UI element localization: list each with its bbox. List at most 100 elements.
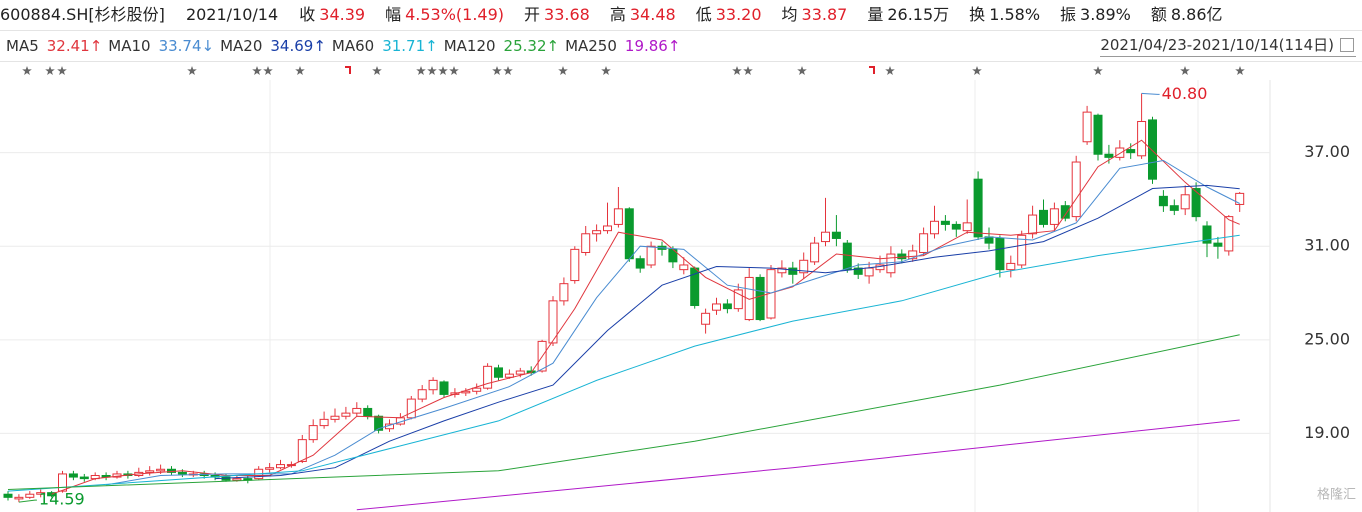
candle-body <box>1093 114 1103 155</box>
candle-body <box>494 367 503 378</box>
candle <box>374 414 384 434</box>
candle <box>417 385 427 403</box>
candle-body <box>1049 208 1059 225</box>
quote-label: 开 <box>524 5 541 24</box>
candle <box>101 472 111 481</box>
candle-body <box>799 259 809 274</box>
annotation-arrow <box>18 499 37 503</box>
candle <box>1126 143 1136 159</box>
candle <box>79 473 89 482</box>
candle <box>308 419 318 443</box>
candle <box>167 466 176 476</box>
ma-line <box>7 334 1240 490</box>
candle <box>831 215 841 247</box>
candle <box>842 240 852 273</box>
candle <box>788 261 798 284</box>
candle-body <box>973 178 983 238</box>
candle <box>581 225 591 256</box>
candle-body <box>308 425 318 441</box>
candle <box>1039 199 1048 228</box>
stock-code: 600884.SH[杉杉股份] <box>0 5 165 24</box>
candle <box>657 241 667 256</box>
candle <box>744 268 754 322</box>
candle-body <box>439 381 449 395</box>
candle-body <box>1158 195 1168 207</box>
candle-body <box>722 303 732 310</box>
quote-value: 3.89% <box>1080 5 1131 24</box>
candle <box>352 402 362 417</box>
quote-header: 600884.SH[杉杉股份] 2021/10/14 收 34.39 幅 4.53%(… <box>0 0 1362 29</box>
candle-body <box>570 248 580 282</box>
ma-line <box>106 159 1240 486</box>
candle <box>973 171 983 241</box>
candle <box>1082 105 1092 145</box>
candle-body <box>297 439 307 462</box>
candle-body <box>1191 188 1201 218</box>
candle-body <box>232 478 242 481</box>
candle-body <box>613 208 623 225</box>
candle <box>265 463 275 473</box>
candle <box>548 296 558 347</box>
candle <box>646 241 656 269</box>
candle-body <box>788 267 798 275</box>
candle <box>395 413 405 426</box>
quote-label: 高 <box>609 5 626 24</box>
candle <box>494 364 503 381</box>
y-tick-label: 19.00 <box>1304 423 1350 442</box>
candle <box>1169 199 1179 216</box>
candle <box>1213 236 1223 259</box>
ma-line <box>7 234 1240 492</box>
quote-value: 4.53%(1.49) <box>405 5 505 24</box>
candle-body <box>1180 194 1190 210</box>
candle <box>134 467 144 478</box>
candle <box>603 202 612 234</box>
candle-body <box>592 230 602 235</box>
candle <box>36 489 46 498</box>
candle-body <box>1202 225 1212 244</box>
candle <box>962 199 972 234</box>
candle-body <box>472 387 482 392</box>
candle-body <box>995 237 1005 271</box>
annotation-label: 14.59 <box>39 490 85 509</box>
candle <box>297 434 307 464</box>
legend-name: MA250 <box>565 37 617 55</box>
candle <box>908 244 918 262</box>
candle-body <box>352 407 362 414</box>
quote-label: 额 <box>1150 5 1167 24</box>
annotation-arrow <box>1141 92 1160 95</box>
candle <box>363 405 373 420</box>
candle <box>853 263 863 280</box>
legend-name: MA10 <box>108 37 151 55</box>
candle-body <box>145 470 155 473</box>
candle <box>886 246 896 278</box>
legend-value: 34.69↑ <box>270 37 326 55</box>
candle <box>559 277 569 306</box>
quote-value: 8.86亿 <box>1170 5 1223 24</box>
quote-item: 收 34.39 <box>299 5 369 24</box>
candle <box>733 283 743 312</box>
candle-body <box>777 267 787 274</box>
candle-body <box>36 492 46 495</box>
candle-body <box>1104 153 1114 158</box>
event-stars <box>22 66 1245 75</box>
candle-body <box>1213 242 1223 247</box>
candle-body <box>559 283 569 302</box>
candle <box>613 186 623 228</box>
legend-value: 31.71↑ <box>382 37 438 55</box>
candle <box>341 406 351 420</box>
quote-value: 33.68 <box>544 5 590 24</box>
date-range[interactable]: 2021/04/23-2021/10/14(114日) <box>1100 34 1356 57</box>
candle-body <box>417 389 427 400</box>
candle-body <box>951 223 961 230</box>
candle <box>1202 221 1212 258</box>
candle-body <box>646 245 656 266</box>
candle <box>951 221 961 237</box>
candle-body <box>1148 119 1157 180</box>
candle <box>1137 93 1147 159</box>
candle-body <box>406 398 416 419</box>
candle-body <box>68 473 78 478</box>
candle-body <box>635 258 645 269</box>
candle-body <box>3 493 13 498</box>
candle <box>330 408 340 423</box>
